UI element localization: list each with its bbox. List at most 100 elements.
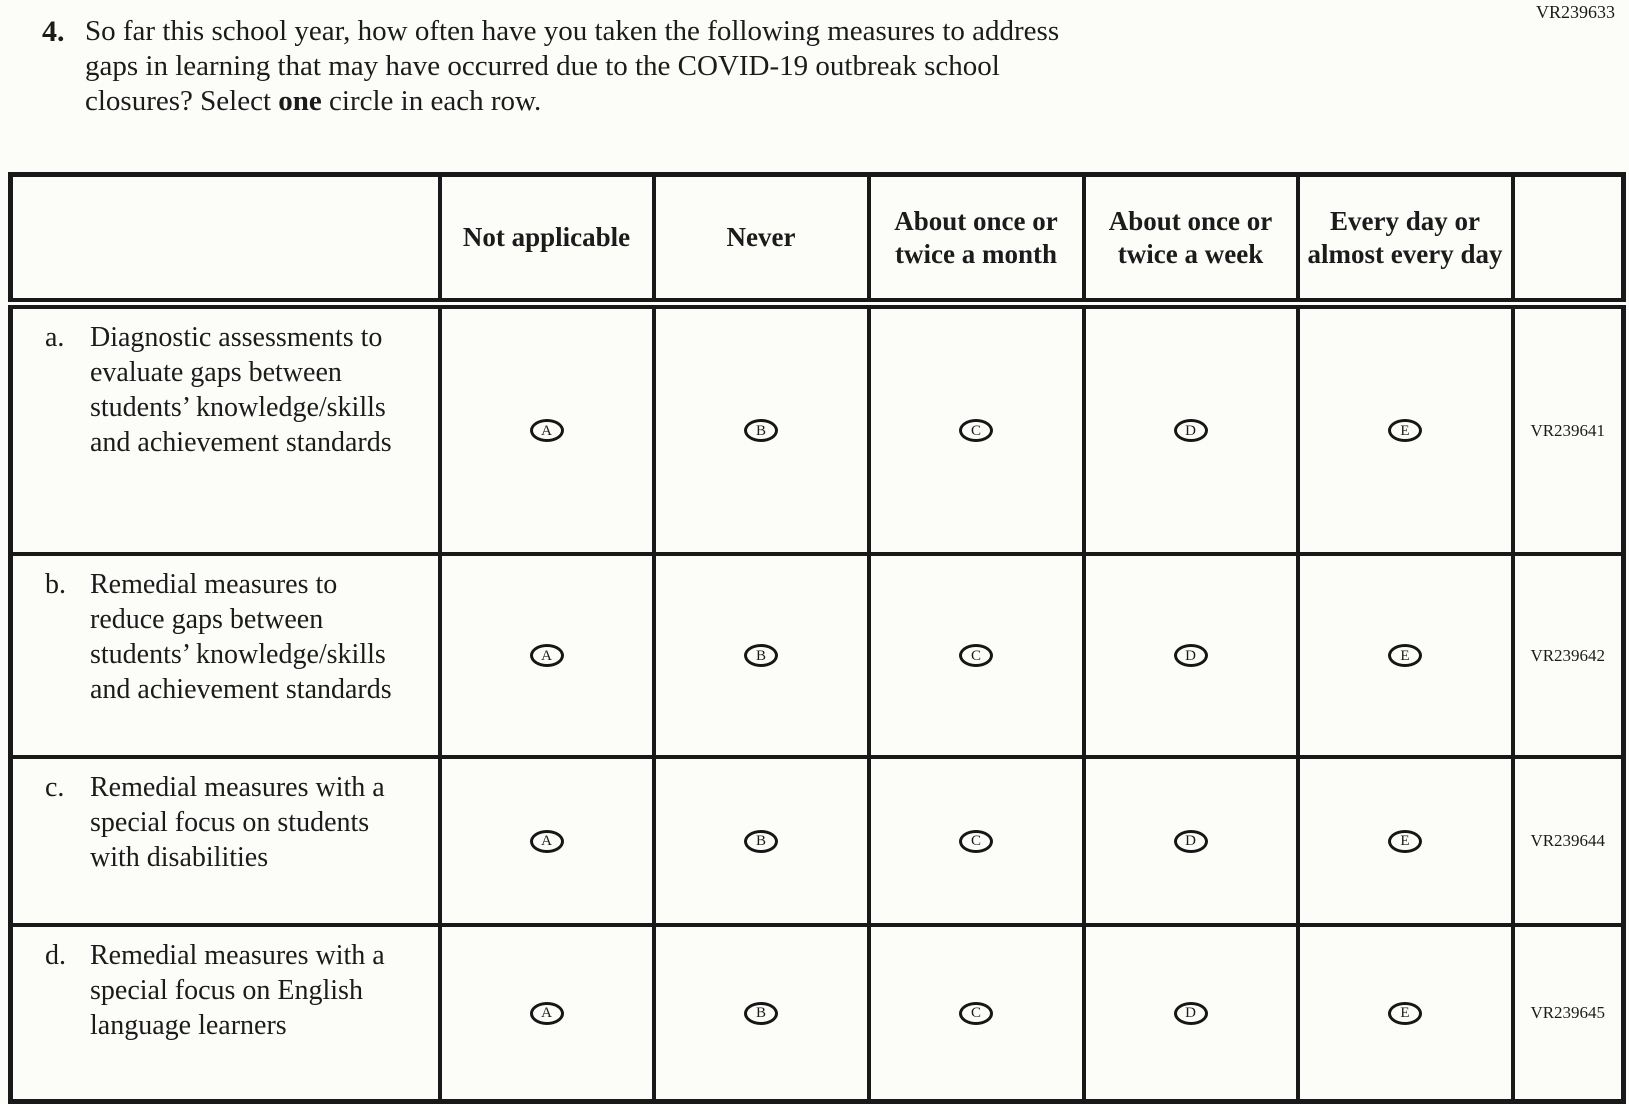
answer-cell-not-applicable: A: [437, 923, 656, 1104]
row-letter: b.: [45, 569, 66, 600]
row-letter: a.: [45, 322, 65, 353]
bubble-letter: A: [541, 422, 552, 439]
bubble-letter: B: [755, 647, 766, 664]
bubble-letter: A: [541, 1005, 552, 1021]
answer-cell-every-day: E: [1295, 755, 1515, 927]
answer-bubble-e[interactable]: E: [1388, 644, 1422, 667]
answer-cell-every-day: E: [1295, 552, 1515, 759]
answer-cell-never: B: [651, 755, 871, 927]
bubble-letter: A: [541, 647, 552, 664]
answer-cell-not-applicable: A: [437, 552, 656, 759]
answer-bubble-c[interactable]: C: [959, 644, 993, 667]
table-row: d. Remedial measures with a special focu…: [8, 923, 1626, 1104]
row-label: Remedial measures with a special focus o…: [90, 940, 385, 1041]
answer-cell-every-day: E: [1295, 301, 1515, 556]
table-row: c. Remedial measures with a special focu…: [8, 755, 1626, 927]
question-line-3: closures? Select one circle in each row.: [85, 84, 1059, 119]
question-block: 4. So far this school year, how often ha…: [42, 14, 1059, 119]
answer-bubble-d[interactable]: D: [1173, 829, 1208, 853]
bubble-letter: C: [970, 1005, 981, 1021]
question-number: 4.: [42, 15, 65, 48]
bubble-letter: A: [541, 833, 552, 849]
column-header-every-day: Every day or almost every day: [1295, 172, 1515, 309]
answer-cell-once-twice-month: C: [866, 552, 1086, 759]
answer-cell-once-twice-week: D: [1081, 301, 1300, 556]
answer-cell-never: B: [651, 552, 871, 759]
row-letter: d.: [45, 940, 66, 971]
row-code: VR239642: [1530, 645, 1606, 665]
answer-bubble-b[interactable]: B: [744, 829, 778, 853]
answer-bubble-c[interactable]: C: [959, 829, 993, 853]
bubble-letter: C: [970, 422, 981, 439]
page-code: VR239633: [1535, 2, 1615, 22]
table-body: a. Diagnostic assessments to evaluate ga…: [8, 301, 1626, 1104]
bubble-letter: C: [970, 647, 981, 664]
answer-bubble-e[interactable]: E: [1388, 829, 1422, 853]
answer-cell-once-twice-week: D: [1081, 552, 1300, 759]
bubble-letter: B: [755, 833, 766, 849]
bubble-letter: E: [1400, 422, 1410, 439]
row-label: Remedial measures to reduce gaps between…: [90, 569, 392, 705]
answer-bubble-e[interactable]: E: [1388, 419, 1422, 442]
answer-bubble-a[interactable]: A: [529, 644, 564, 667]
answer-bubble-a[interactable]: A: [529, 419, 564, 442]
answer-cell-never: B: [651, 301, 871, 556]
answer-bubble-d[interactable]: D: [1173, 644, 1208, 667]
bubble-letter: D: [1185, 833, 1196, 849]
answer-bubble-d[interactable]: D: [1173, 419, 1208, 442]
bubble-letter: E: [1400, 647, 1410, 664]
row-label-cell: a. Diagnostic assessments to evaluate ga…: [8, 301, 442, 556]
answer-bubble-b[interactable]: B: [744, 1001, 778, 1025]
answer-cell-never: B: [651, 923, 871, 1104]
answer-bubble-e[interactable]: E: [1388, 1001, 1422, 1025]
bubble-letter: E: [1400, 1005, 1410, 1021]
answer-cell-once-twice-week: D: [1081, 755, 1300, 927]
answer-bubble-c[interactable]: C: [959, 419, 993, 442]
row-code-cell: VR239642: [1510, 552, 1626, 759]
answer-bubble-b[interactable]: B: [744, 644, 778, 667]
row-code-cell: VR239644: [1510, 755, 1626, 927]
answer-cell-once-twice-month: C: [866, 301, 1086, 556]
header-row: Not applicable Never About once or twice…: [8, 172, 1626, 309]
answer-cell-not-applicable: A: [437, 755, 656, 927]
row-label-cell: b. Remedial measures to reduce gaps betw…: [8, 552, 442, 759]
column-header-never: Never: [651, 172, 871, 309]
column-header-not-applicable: Not applicable: [437, 172, 656, 309]
table-row: b. Remedial measures to reduce gaps betw…: [8, 552, 1626, 759]
bubble-letter: B: [755, 1005, 766, 1021]
table-row: a. Diagnostic assessments to evaluate ga…: [8, 301, 1626, 556]
answer-cell-once-twice-week: D: [1081, 923, 1300, 1104]
answer-cell-not-applicable: A: [437, 301, 656, 556]
response-table: Not applicable Never About once or twice…: [8, 172, 1626, 1104]
answer-bubble-c[interactable]: C: [959, 1001, 993, 1025]
bubble-letter: C: [970, 833, 981, 849]
question-line-3-bold: one: [278, 85, 322, 117]
row-code: VR239644: [1530, 831, 1606, 850]
answer-cell-once-twice-month: C: [866, 755, 1086, 927]
row-label-cell: d. Remedial measures with a special focu…: [8, 923, 442, 1104]
row-letter: c.: [45, 772, 65, 803]
row-label-cell: c. Remedial measures with a special focu…: [8, 755, 442, 927]
question-text: So far this school year, how often have …: [85, 14, 1059, 119]
answer-bubble-b[interactable]: B: [744, 419, 778, 442]
row-code: VR239645: [1530, 1003, 1606, 1022]
question-line-3-pre: closures? Select: [85, 85, 279, 117]
row-label: Diagnostic assessments to evaluate gaps …: [90, 322, 392, 458]
bubble-letter: D: [1185, 422, 1196, 439]
bubble-letter: D: [1185, 647, 1196, 664]
response-table-wrap: Not applicable Never About once or twice…: [8, 172, 1626, 1104]
answer-bubble-a[interactable]: A: [529, 1001, 564, 1025]
column-header-once-twice-week: About once or twice a week: [1081, 172, 1300, 309]
question-line-2: gaps in learning that may have occurred …: [85, 50, 1000, 82]
question-line-1: So far this school year, how often have …: [85, 15, 1060, 47]
bubble-letter: B: [755, 422, 766, 439]
answer-bubble-a[interactable]: A: [529, 829, 564, 853]
row-code-cell: VR239645: [1510, 923, 1626, 1104]
bubble-letter: D: [1185, 1005, 1196, 1021]
row-label: Remedial measures with a special focus o…: [90, 772, 385, 873]
column-header-once-twice-month: About once or twice a month: [866, 172, 1086, 309]
corner-cell: [8, 172, 442, 309]
row-code-cell: VR239641: [1510, 301, 1626, 556]
answer-bubble-d[interactable]: D: [1173, 1001, 1208, 1025]
question-line-3-post: circle in each row.: [321, 85, 542, 117]
